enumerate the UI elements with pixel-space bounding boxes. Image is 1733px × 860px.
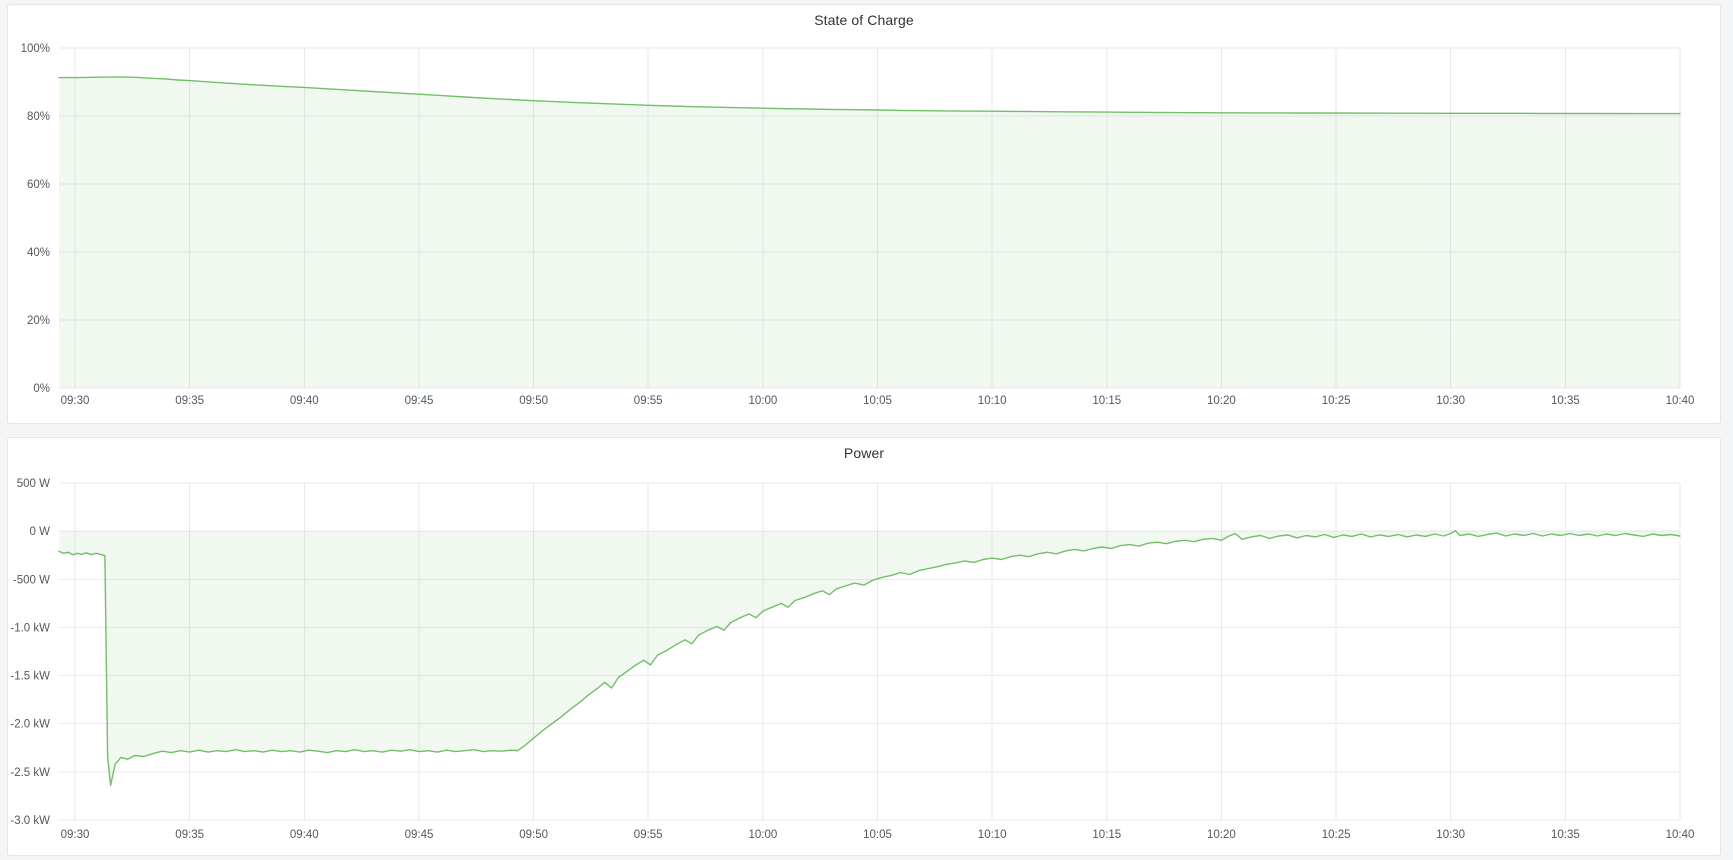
x-tick-label: 10:30	[1436, 395, 1465, 407]
soc-panel-title[interactable]: State of Charge	[814, 12, 914, 28]
x-tick-label: 10:15	[1092, 395, 1121, 407]
x-tick-label: 09:50	[519, 395, 548, 407]
y-tick-label: -2.5 kW	[10, 767, 50, 779]
x-tick-label: 09:40	[290, 395, 319, 407]
y-tick-label: -500 W	[13, 574, 50, 586]
y-tick-label: 100%	[21, 43, 50, 55]
y-tick-label: 0%	[33, 383, 50, 395]
series-area	[59, 76, 1680, 389]
x-tick-label: 10:05	[863, 829, 892, 841]
y-tick-label: 500 W	[17, 478, 50, 490]
x-tick-label: 09:55	[634, 829, 663, 841]
x-tick-label: 10:35	[1551, 395, 1580, 407]
x-tick-label: 09:50	[519, 829, 548, 841]
x-tick-label: 10:40	[1666, 395, 1695, 407]
y-tick-label: 60%	[27, 179, 50, 191]
x-tick-label: 09:30	[61, 395, 90, 407]
x-tick-label: 10:20	[1207, 829, 1236, 841]
x-tick-label: 10:35	[1551, 829, 1580, 841]
power-chart[interactable]: 500 W 0 W -500 W -1.0 kW -1.5 kW -2.0 kW -2.5 …	[8, 468, 1720, 855]
y-tick-label: 40%	[27, 247, 50, 259]
x-tick-label: 10:00	[749, 829, 778, 841]
x-tick-label: 10:10	[978, 829, 1007, 841]
y-tick-label: -1.5 kW	[10, 671, 50, 683]
soc-panel: State of Charge 100% 80% 60% 40% 20% 0% 09:30 0…	[7, 4, 1721, 424]
x-tick-label: 10:15	[1092, 829, 1121, 841]
series-area	[59, 530, 1680, 786]
y-tick-label: 80%	[27, 111, 50, 123]
x-tick-label: 09:55	[634, 395, 663, 407]
x-tick-label: 09:45	[405, 829, 434, 841]
series-line	[58, 530, 1681, 786]
y-tick-label: -3.0 kW	[10, 815, 50, 827]
series-line	[58, 76, 1681, 115]
y-tick-label: -2.0 kW	[10, 719, 50, 731]
y-tick-label: -1.0 kW	[10, 622, 50, 634]
x-tick-label: 10:30	[1436, 829, 1465, 841]
x-tick-label: 10:20	[1207, 395, 1236, 407]
power-panel-title[interactable]: Power	[843, 445, 885, 461]
x-tick-label: 09:35	[175, 829, 204, 841]
x-tick-label: 09:45	[405, 395, 434, 407]
y-tick-label: 20%	[27, 315, 50, 327]
soc-chart[interactable]: 100% 80% 60% 40% 20% 0% 09:30 09:35 09:40 09:45 09…	[8, 35, 1720, 423]
x-tick-label: 10:25	[1322, 395, 1351, 407]
x-tick-label: 09:30	[61, 829, 90, 841]
x-tick-label: 10:40	[1666, 829, 1695, 841]
x-tick-label: 10:25	[1322, 829, 1351, 841]
x-tick-label: 10:05	[863, 395, 892, 407]
x-tick-label: 09:35	[175, 395, 204, 407]
x-tick-label: 10:00	[749, 395, 778, 407]
x-tick-label: 09:40	[290, 829, 319, 841]
y-tick-label: 0 W	[30, 526, 51, 538]
x-tick-label: 10:10	[978, 395, 1007, 407]
power-panel: Power 500 W 0 W -500 W -1.0 kW -1.5 kW -2.0 k…	[7, 437, 1721, 856]
